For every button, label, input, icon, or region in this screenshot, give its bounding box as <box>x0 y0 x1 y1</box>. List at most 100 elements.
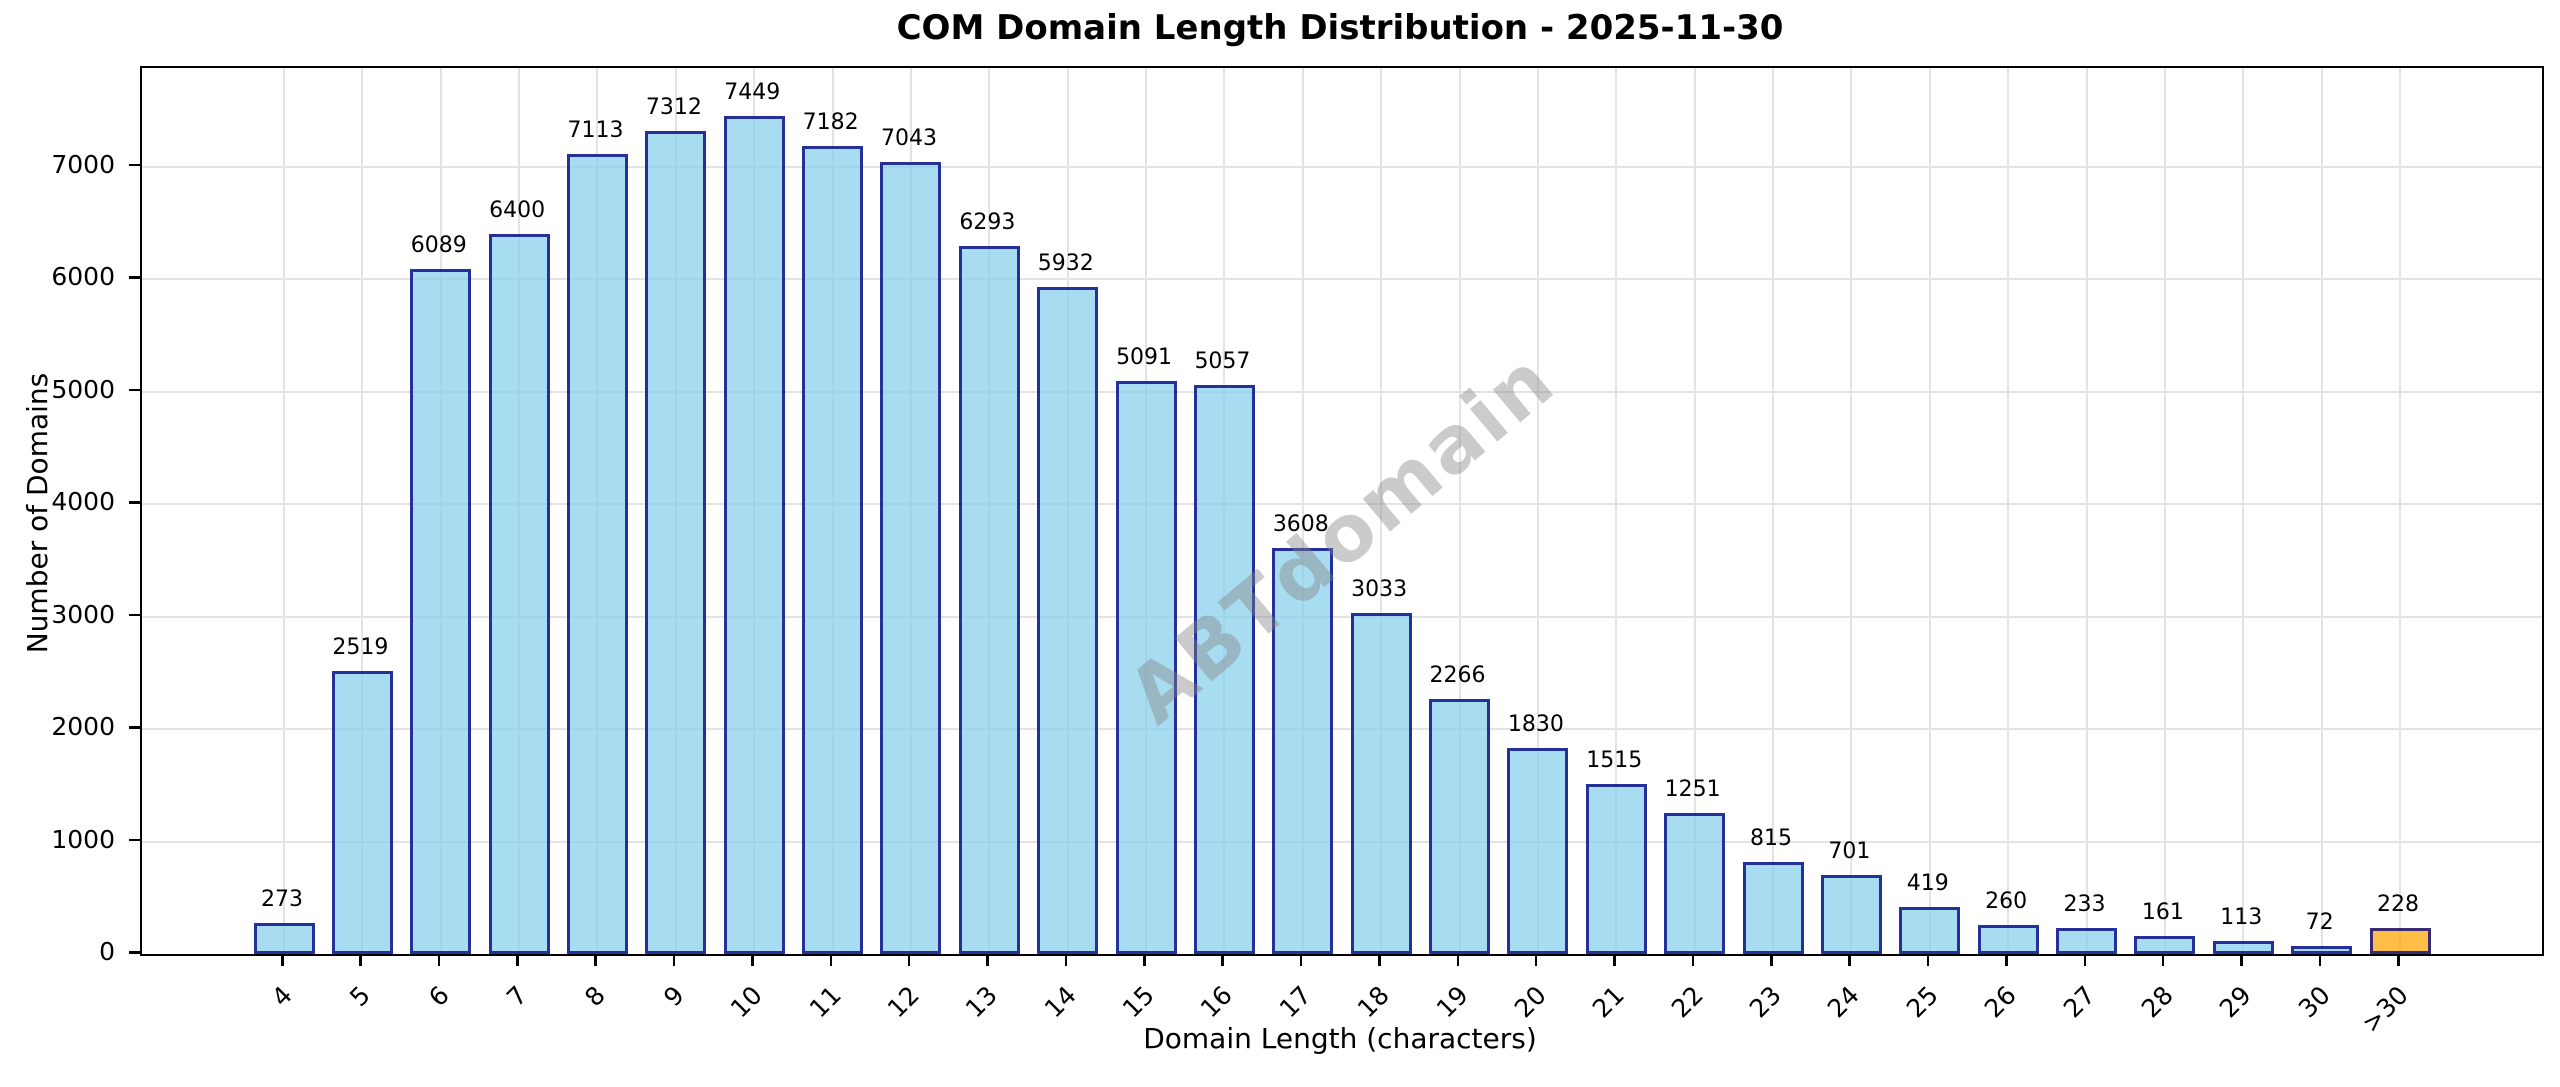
bar-value-label: 260 <box>1985 888 2028 914</box>
gridline-horizontal <box>142 728 2542 730</box>
bar-value-label: 6400 <box>489 198 546 224</box>
gridline-vertical <box>1458 68 1461 954</box>
x-axis-tick <box>1221 955 1224 966</box>
y-tick-label: 1000 <box>51 824 115 854</box>
gridline-vertical <box>1928 68 1931 954</box>
y-axis-tick <box>129 388 140 392</box>
gridline-horizontal <box>142 840 2542 843</box>
x-axis-tick <box>672 955 676 966</box>
bar <box>1272 548 1334 954</box>
bar-value-label: 7043 <box>880 125 937 151</box>
x-axis-tick <box>359 955 362 966</box>
bar <box>2056 927 2118 954</box>
y-axis-tick <box>129 951 140 954</box>
x-axis-tick <box>2083 955 2087 966</box>
gridline-vertical <box>1772 68 1775 954</box>
x-axis-tick <box>1534 955 1538 966</box>
bar-value-label: 5932 <box>1037 250 1094 276</box>
bar <box>1350 612 1412 954</box>
x-axis-tick <box>2240 955 2243 966</box>
gridline-vertical <box>1380 68 1383 954</box>
bar-value-label: 3033 <box>1351 576 1408 602</box>
x-axis-tick <box>281 955 284 966</box>
x-axis-tick <box>516 955 519 966</box>
bar <box>1115 381 1177 954</box>
gridline-vertical <box>1615 68 1618 954</box>
x-axis-tick <box>1299 955 1303 966</box>
gridline-horizontal <box>142 278 2542 281</box>
x-axis-tick <box>751 955 754 966</box>
y-axis-tick <box>129 501 140 504</box>
bar-value-label: 6089 <box>410 233 467 259</box>
bar <box>331 670 393 954</box>
bar-value-label: 701 <box>1828 839 1871 865</box>
gridline-vertical <box>1536 68 1539 954</box>
x-axis-tick <box>2318 955 2322 966</box>
bar-value-label: 113 <box>2220 905 2263 931</box>
gridline-vertical <box>2007 68 2010 954</box>
bar-value-label: 1830 <box>1507 712 1564 738</box>
bar <box>1585 783 1647 954</box>
gridline-vertical <box>361 68 364 954</box>
y-tick-label: 3000 <box>51 599 115 629</box>
bar <box>2291 945 2353 954</box>
bar <box>645 131 707 954</box>
bar-value-label: 273 <box>261 887 303 913</box>
bar-value-label: 1515 <box>1586 747 1643 773</box>
gridline-horizontal <box>142 615 2542 618</box>
x-axis-tick <box>829 955 833 966</box>
gridline-horizontal <box>142 390 2542 393</box>
y-axis-tick <box>129 276 140 279</box>
x-axis-tick <box>437 955 441 966</box>
bar-value-label: 233 <box>2063 891 2106 917</box>
bar-value-label: 5057 <box>1194 349 1251 375</box>
x-axis-tick <box>1770 955 1773 966</box>
x-axis-label: Domain Length (characters) <box>1143 1022 1537 1055</box>
chart-title: COM Domain Length Distribution - 2025-11… <box>896 8 1784 48</box>
bar-value-label: 1251 <box>1664 777 1721 803</box>
x-axis-tick <box>2005 955 2008 966</box>
y-tick-label: 6000 <box>51 262 115 292</box>
bar-value-label: 419 <box>1906 870 1949 896</box>
x-axis-tick <box>907 955 911 966</box>
x-axis-tick <box>1848 955 1851 966</box>
gridline-vertical <box>1301 68 1304 954</box>
x-axis-tick <box>1143 955 1146 966</box>
x-axis-tick <box>594 955 597 966</box>
bar <box>958 246 1020 954</box>
gridline-vertical <box>2320 68 2323 954</box>
x-axis-tick <box>2397 955 2400 966</box>
bar <box>410 269 472 954</box>
x-axis-tick <box>2161 955 2165 966</box>
x-axis-tick <box>986 955 989 966</box>
y-tick-label: 5000 <box>51 374 115 404</box>
y-tick-label: 0 <box>99 937 115 966</box>
bar-value-label: 7312 <box>645 95 702 121</box>
bar-value-label: 228 <box>2377 892 2419 918</box>
bar <box>1977 924 2039 954</box>
y-tick-label: 4000 <box>51 487 115 517</box>
bar <box>802 146 864 954</box>
plot-area: ABTdomain <box>140 66 2544 956</box>
bar <box>1429 699 1491 954</box>
gridline-vertical <box>1850 68 1853 954</box>
bar-value-label: 2266 <box>1429 663 1486 689</box>
bar-value-label: 7113 <box>567 117 624 143</box>
bar <box>1037 286 1099 954</box>
gridline-horizontal <box>142 503 2542 506</box>
bar <box>1899 906 1961 954</box>
bar <box>1507 748 1569 954</box>
bar-highlight <box>2369 928 2431 954</box>
y-axis-tick <box>129 163 140 167</box>
bar-value-label: 2519 <box>332 634 389 660</box>
bar <box>566 153 628 954</box>
bar <box>1742 862 1804 954</box>
bar-value-label: 7449 <box>724 80 781 106</box>
x-axis-tick <box>1926 955 1930 966</box>
bar-value-label: 5091 <box>1116 345 1173 371</box>
x-axis-tick <box>1064 955 1068 966</box>
bar <box>2212 941 2274 954</box>
y-axis-tick <box>129 838 140 841</box>
bar-value-label: 6293 <box>959 210 1016 236</box>
